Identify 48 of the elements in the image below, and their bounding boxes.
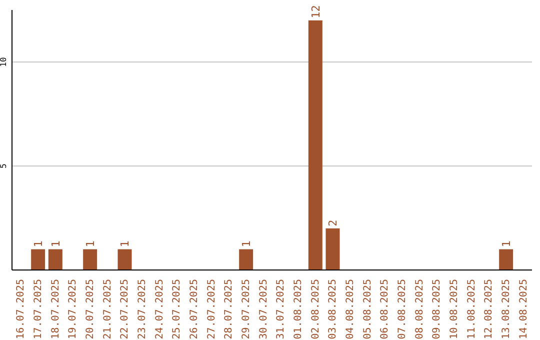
x-tick-label: 27.07.2025 <box>206 279 218 340</box>
x-tick-label: 05.08.2025 <box>362 279 374 340</box>
x-tick-label: 23.07.2025 <box>137 279 148 340</box>
data-label: 1 <box>240 240 254 248</box>
x-tick-label: 22.07.2025 <box>120 279 131 340</box>
data-label: 1 <box>500 240 514 248</box>
x-tick-label: 21.07.2025 <box>102 279 114 340</box>
bar <box>239 249 254 270</box>
x-tick-label: 28.07.2025 <box>224 279 235 340</box>
bar <box>326 228 340 270</box>
bar <box>118 249 132 270</box>
x-tick-label: 16.07.2025 <box>16 279 27 340</box>
x-tick-label: 13.08.2025 <box>501 279 512 340</box>
x-tick-label: 02.08.2025 <box>310 279 322 340</box>
x-tick-label: 01.08.2025 <box>293 279 304 340</box>
data-label: 1 <box>84 240 98 248</box>
x-tick-label: 24.07.2025 <box>154 279 166 340</box>
x-tick-label: 17.07.2025 <box>33 279 44 340</box>
bar <box>48 249 62 270</box>
y-tick-label: 5 <box>0 163 8 168</box>
x-tick-label: 09.08.2025 <box>432 279 443 340</box>
bar <box>31 249 46 270</box>
x-tick-label: 04.08.2025 <box>345 279 356 340</box>
x-tick-label: 10.08.2025 <box>449 279 460 340</box>
x-tick-label: 19.07.2025 <box>68 279 79 340</box>
x-tick-label: 03.08.2025 <box>328 279 339 340</box>
x-tick-label: 11.08.2025 <box>466 279 478 340</box>
x-tick-label: 31.07.2025 <box>276 279 287 340</box>
x-tick-label: 14.08.2025 <box>518 279 530 340</box>
data-label: 1 <box>32 240 46 248</box>
x-tick-label: 07.08.2025 <box>397 279 408 340</box>
x-tick-label: 25.07.2025 <box>172 279 183 340</box>
x-tick-label: 30.07.2025 <box>258 279 270 340</box>
data-label: 12 <box>309 5 322 18</box>
y-tick-label: 10 <box>0 57 8 67</box>
x-tick-label: 18.07.2025 <box>50 279 62 340</box>
bar <box>308 20 322 270</box>
data-label: 1 <box>49 240 62 248</box>
data-label: 1 <box>118 240 132 248</box>
x-tick-label: 12.08.2025 <box>484 279 495 340</box>
x-tick-label: 26.07.2025 <box>189 279 200 340</box>
x-tick-label: 29.07.2025 <box>241 279 252 340</box>
data-label: 2 <box>326 220 340 226</box>
bar <box>499 249 514 270</box>
x-tick-label: 06.08.2025 <box>380 279 391 340</box>
bar <box>83 249 98 270</box>
x-tick-label: 20.07.2025 <box>85 279 96 340</box>
x-tick-label: 08.08.2025 <box>414 279 426 340</box>
